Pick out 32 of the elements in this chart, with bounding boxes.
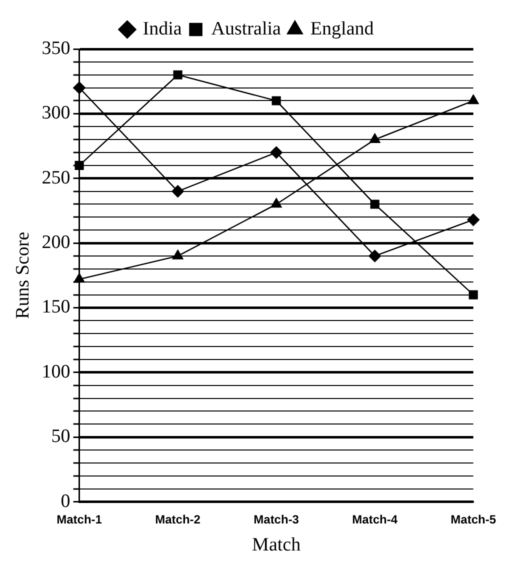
y-tick-label: 100 <box>42 361 70 382</box>
point <box>370 200 380 209</box>
y-tick-label: 250 <box>42 167 70 188</box>
point <box>172 250 184 260</box>
y-tick-label: 200 <box>42 232 70 254</box>
x-tick-label: Match-3 <box>254 512 300 526</box>
point <box>272 96 281 106</box>
legend-label: Australia <box>211 18 282 40</box>
point <box>74 273 85 283</box>
point <box>172 185 184 198</box>
point <box>270 146 282 159</box>
legend-label: England <box>310 18 374 40</box>
point <box>368 250 381 262</box>
point <box>73 82 86 94</box>
y-tick-label: 50 <box>51 426 70 448</box>
legend-label: India <box>142 18 182 40</box>
point <box>369 133 380 143</box>
y-tick-label: 300 <box>42 102 70 124</box>
point <box>173 70 182 80</box>
y-tick-label: 150 <box>42 296 70 318</box>
y-tick-label: 350 <box>42 38 70 59</box>
point <box>467 214 480 226</box>
x-axis-title: Match <box>252 534 302 556</box>
x-tick-label: Match-4 <box>352 512 398 526</box>
point <box>270 198 282 208</box>
point <box>468 290 478 300</box>
x-tick-label: Match-1 <box>56 512 102 526</box>
x-tick-label: Match-2 <box>155 512 201 526</box>
x-tick-label: Match-5 <box>450 512 496 526</box>
y-axis-title: Runs Score <box>12 232 34 319</box>
point <box>468 94 479 104</box>
y-tick-label: 0 <box>60 490 70 512</box>
